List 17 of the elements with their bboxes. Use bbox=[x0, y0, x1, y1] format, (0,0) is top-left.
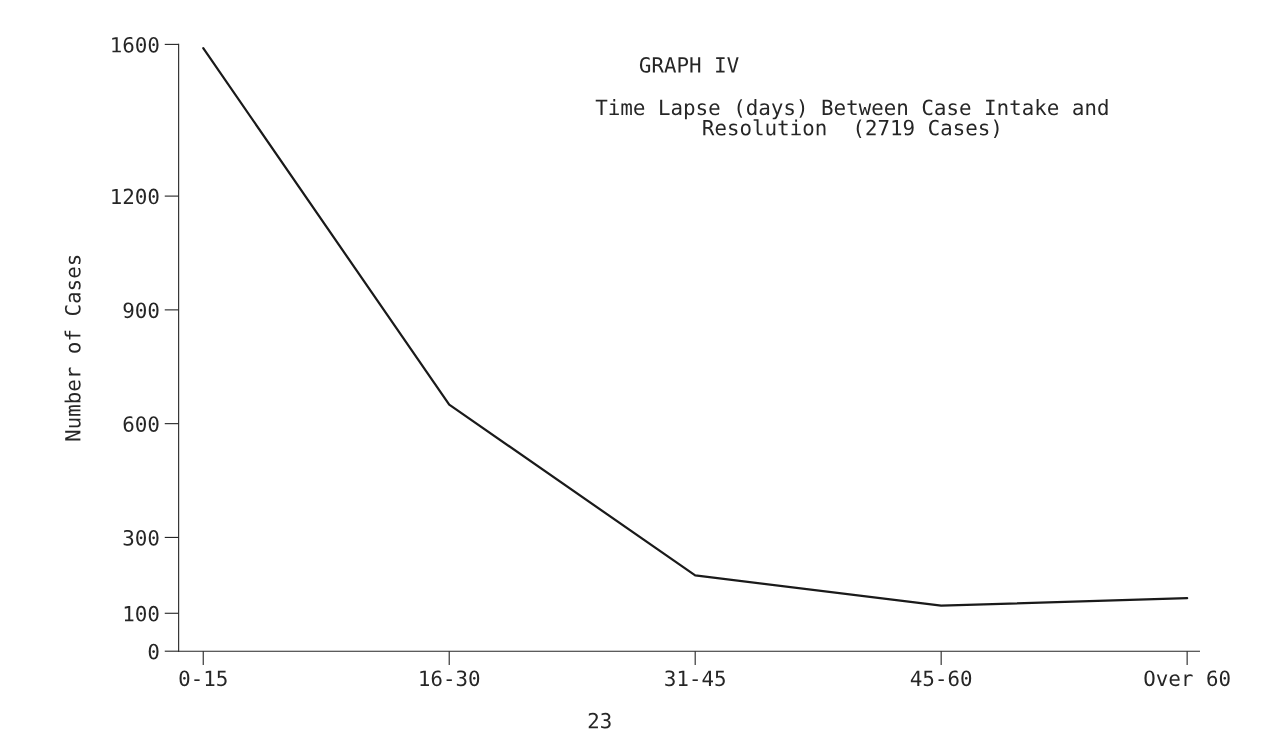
y-tick-label: 1600 bbox=[112, 36, 159, 53]
x-tick-label: 0-15 bbox=[179, 670, 227, 687]
y-axis-title: Number of Cases bbox=[64, 255, 81, 441]
y-tick-label: 0 bbox=[148, 643, 159, 660]
y-tick-label: 100 bbox=[124, 605, 159, 622]
text: 23 bbox=[588, 712, 611, 729]
chart-title: GRAPH IV bbox=[639, 57, 739, 73]
y-tick-label: 1200 bbox=[112, 188, 159, 205]
y-tick-label: 600 bbox=[123, 416, 159, 432]
x-tick-label: 16-30 bbox=[420, 670, 480, 687]
x-tick-label: Over 60 bbox=[1144, 670, 1230, 687]
line-series bbox=[202, 47, 1189, 607]
text: Time Lapse (days) Between Case Intake and Resolution (2719 Cases) bbox=[595, 99, 1108, 138]
x-tick-label: 31-45 bbox=[665, 670, 725, 687]
y-tick-label: 300 bbox=[123, 529, 159, 546]
x-tick-label: 45-60 bbox=[910, 670, 972, 687]
y-tick-label: 900 bbox=[123, 302, 159, 319]
